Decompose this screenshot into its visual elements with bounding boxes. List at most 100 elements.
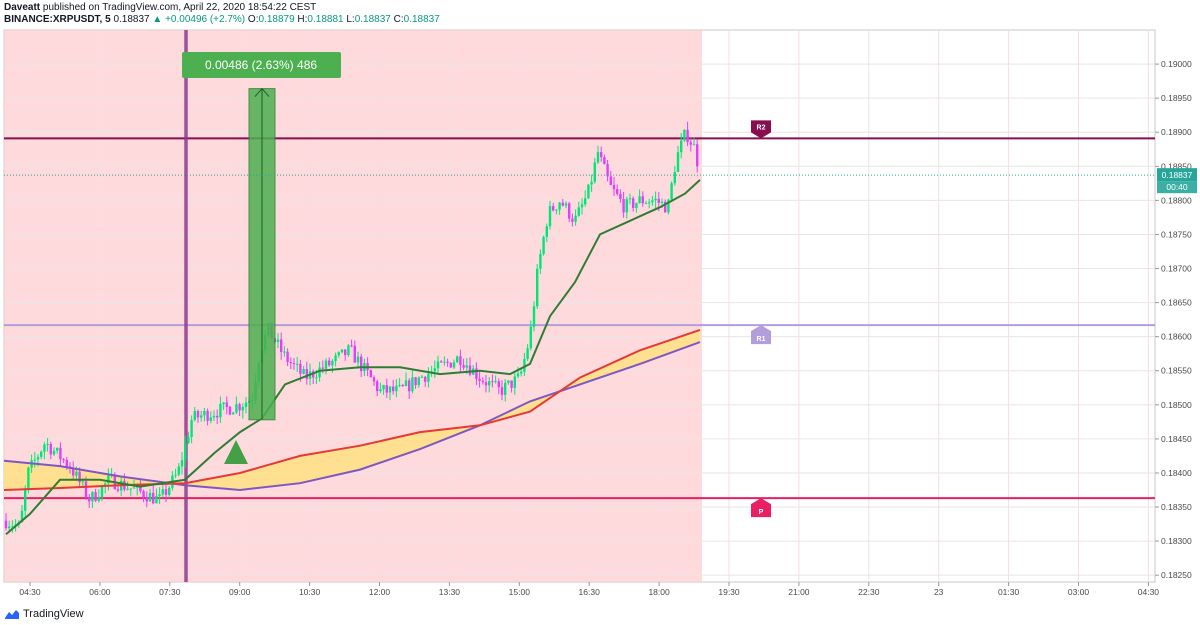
- y-tick-label: 0.18650: [1161, 298, 1192, 308]
- candle-body: [612, 184, 616, 190]
- candle-body: [129, 488, 132, 490]
- candle: [452, 359, 456, 370]
- candle: [353, 340, 356, 363]
- x-tick-label: 04:30: [19, 587, 41, 597]
- candle-body: [683, 129, 686, 141]
- candle: [177, 463, 180, 477]
- pivot-marker-shape: [751, 498, 771, 518]
- candle-body: [184, 442, 187, 461]
- pivot-marker-r1: R1: [751, 325, 771, 345]
- candle-body: [564, 203, 568, 206]
- candle-body: [433, 368, 436, 372]
- candle-body: [635, 203, 638, 208]
- candle-body: [452, 362, 456, 368]
- candle-body: [321, 367, 324, 369]
- candle: [107, 468, 110, 491]
- candle-body: [360, 356, 363, 372]
- symbol-label[interactable]: BINANCE:XRPUSDT, 5: [4, 14, 111, 25]
- candle: [347, 344, 350, 357]
- candle: [689, 137, 692, 152]
- candle: [62, 457, 65, 464]
- candle: [424, 376, 427, 387]
- candle: [644, 200, 648, 205]
- candle: [196, 409, 200, 423]
- low-value: 0.18837: [354, 14, 391, 25]
- y-tick-label: 0.19000: [1161, 59, 1192, 69]
- candle: [292, 357, 296, 370]
- candle: [504, 379, 507, 402]
- candle: [206, 408, 209, 426]
- candle: [388, 385, 392, 401]
- candle: [395, 379, 398, 398]
- y-tick-label: 0.18400: [1161, 468, 1192, 478]
- candle-body: [446, 361, 449, 363]
- price-value: 0.18837: [113, 14, 150, 25]
- candle-body: [193, 410, 196, 421]
- candle: [398, 378, 401, 388]
- candle-body: [36, 456, 40, 460]
- open-label: O:: [247, 14, 259, 25]
- candle: [427, 367, 430, 388]
- y-tick-label: 0.18900: [1161, 127, 1192, 137]
- candle: [507, 380, 510, 385]
- candle-body: [81, 481, 84, 483]
- x-tick-label: 07:30: [159, 587, 181, 597]
- candle: [673, 165, 676, 186]
- candle: [40, 450, 43, 460]
- candle: [558, 201, 561, 215]
- candle: [305, 361, 308, 385]
- candle: [596, 145, 600, 164]
- candle-body: [20, 510, 24, 523]
- y-tick-label: 0.18300: [1161, 536, 1192, 546]
- y-axis: 0.19000 0.18950 0.18900 0.18850 0.18800 0.187…: [1161, 59, 1192, 580]
- candle-body: [276, 339, 280, 343]
- candle-body: [523, 358, 526, 372]
- x-tick-label: 01:30: [998, 587, 1020, 597]
- candle: [433, 360, 436, 378]
- y-tick-label: 0.18950: [1161, 93, 1192, 103]
- brand-label[interactable]: TradingView: [23, 608, 84, 620]
- candle: [484, 374, 488, 393]
- candle-body: [651, 200, 654, 203]
- candle-body: [648, 202, 651, 204]
- candle-body: [596, 152, 600, 163]
- x-tick-label: 06:00: [89, 587, 111, 597]
- candle-body: [164, 489, 168, 495]
- candle: [97, 489, 100, 503]
- candle-body: [488, 381, 491, 386]
- candle: [436, 355, 440, 374]
- candle: [584, 190, 587, 207]
- author-name[interactable]: Daveatt: [4, 2, 41, 13]
- candle: [411, 369, 414, 394]
- candle: [203, 407, 206, 422]
- countdown-label: 00:40: [1166, 182, 1188, 192]
- candle-body: [443, 361, 446, 363]
- candle: [225, 396, 228, 415]
- candle: [574, 209, 577, 226]
- candle-body: [72, 468, 75, 476]
- candle: [571, 213, 574, 227]
- candle: [606, 159, 609, 182]
- candle: [526, 344, 529, 361]
- candle: [494, 375, 497, 384]
- candle-body: [155, 495, 158, 504]
- candle-body: [241, 407, 244, 411]
- candle: [488, 377, 491, 393]
- candle-body: [392, 386, 395, 392]
- candle-body: [500, 387, 504, 395]
- candle: [683, 129, 686, 142]
- candle-body: [296, 363, 299, 365]
- candle-body: [603, 157, 606, 165]
- candle: [209, 411, 212, 424]
- candle: [164, 483, 168, 503]
- candle: [600, 146, 603, 162]
- candle-body: [561, 202, 564, 206]
- candle-body: [654, 198, 657, 201]
- candle: [379, 382, 382, 394]
- candle: [289, 357, 292, 370]
- candle-body: [481, 380, 484, 383]
- candle-body: [33, 459, 36, 461]
- candle-body: [244, 402, 248, 408]
- candle: [296, 356, 299, 372]
